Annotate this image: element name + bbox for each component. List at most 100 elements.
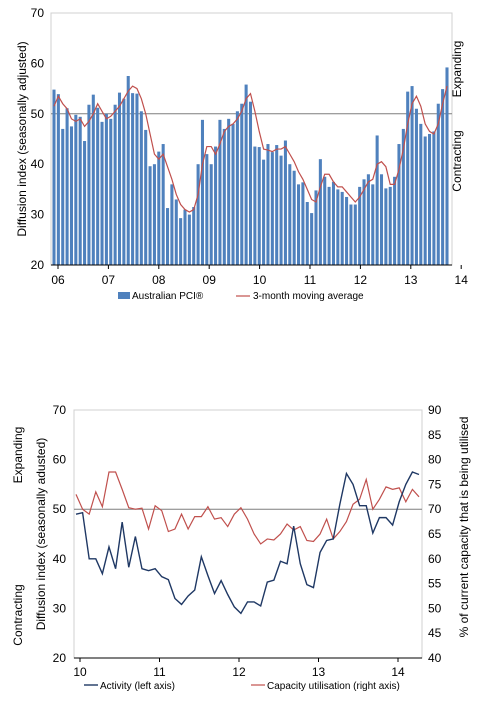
activity-left-tick-labels: 20 30 40 50 60 70 [53,403,67,665]
pci-y-tick-labels: 20 30 40 50 60 70 [31,6,45,272]
activity-line [75,471,420,615]
activity-x-tick: 10 [73,665,87,679]
activity-contracting-label: Contracting [11,584,25,645]
pci-x-tick: 10 [253,273,267,287]
pci-bar [227,118,231,265]
capacity-legend-label: Capacity utilisation (right axis) [267,681,400,692]
pci-bar [214,146,218,265]
pci-y-axis-label: Diffusion index (seasonally adjusted) [15,41,29,236]
pci-bar [349,204,353,265]
pci-legend-bar-label: Australian PCI® [132,291,204,302]
pci-bar [393,176,397,265]
pci-bars [52,67,449,266]
pci-bar [100,121,104,265]
activity-expanding-label: Expanding [11,427,25,484]
pci-bar [122,98,126,266]
activity-right-tick: 80 [428,453,442,467]
pci-bar [231,123,235,265]
activity-x-tick-labels: 10 11 12 13 14 [73,658,405,679]
pci-y-tick: 40 [31,157,45,171]
pci-x-tick: 07 [102,273,116,287]
pci-bar [183,209,187,265]
pci-bar [436,103,440,265]
pci-bar [179,218,183,265]
pci-bar [428,133,432,265]
pci-x-tick: 14 [455,273,469,287]
pci-expanding-label: Expanding [450,41,464,98]
pci-bar [126,76,130,265]
pci-bar [113,104,117,265]
pci-bar [358,186,362,265]
activity-right-tick: 50 [428,601,442,615]
pci-bar [310,213,314,265]
pci-bar [445,67,449,266]
activity-right-tick: 45 [428,626,442,640]
activity-legend-label: Activity (left axis) [100,681,175,692]
pci-bar [397,144,401,265]
pci-x-tick: 09 [203,273,217,287]
pci-y-tick: 60 [31,56,45,70]
pci-bar [379,174,384,265]
pci-bar [336,189,340,265]
pci-bar [262,159,266,265]
pci-bar [301,182,305,265]
pci-y-tick: 50 [31,107,45,121]
pci-bar [109,118,113,265]
pci-bar [87,104,91,265]
pci-y-tick: 70 [31,6,45,20]
pci-legend-bar-swatch [118,292,130,299]
activity-right-tick: 70 [428,502,442,516]
pci-bar [166,208,170,265]
pci-bar [331,181,335,265]
activity-left-tick: 40 [53,552,67,566]
pci-bar [104,113,108,265]
pci-bar [270,152,274,265]
pci-bar [56,94,60,265]
pci-bar [327,186,331,265]
pci-bar [253,146,257,265]
pci-bar [288,164,292,265]
activity-left-tick: 70 [53,403,67,417]
pci-x-tick: 06 [51,273,65,287]
pci-bar [222,128,226,265]
activity-left-tick: 50 [53,502,67,516]
pci-bar [192,207,196,265]
activity-right-tick: 60 [428,552,442,566]
pci-bar [283,140,287,265]
pci-bar [235,111,239,265]
pci-bar [305,202,309,265]
pci-bar [257,147,261,265]
pci-x-tick-labels: 06 07 08 09 10 11 12 13 14 [51,265,468,287]
pci-bar [362,179,366,265]
activity-right-tick-labels: 40 45 50 55 60 65 70 75 80 85 90 [428,403,442,665]
activity-capacity-chart: 20 30 40 50 60 70 40 45 50 55 60 65 70 75 80 85 90 10 11… [11,403,471,692]
pci-bar [91,94,95,266]
pci-bar [161,144,165,265]
pci-bar [384,188,388,265]
pci-bar [74,114,78,265]
pci-y-tick: 20 [31,258,45,272]
pci-bar [345,196,349,265]
pci-contracting-label: Contracting [450,130,464,191]
pci-bar [205,154,209,265]
pci-bar [279,155,283,265]
pci-bar [388,186,392,265]
pci-bar [152,164,156,265]
activity-right-tick: 75 [428,477,442,491]
pci-bar [174,199,178,265]
capacity-utilisation-line [75,471,420,545]
pci-bar [406,91,410,266]
pci-bar [423,136,427,265]
activity-right-tick: 85 [428,428,442,442]
pci-y-tick: 30 [31,208,45,222]
pci-bar [410,86,414,265]
pci-bar [209,164,213,265]
pci-bar [52,89,56,265]
activity-plot-area [73,409,423,659]
pci-bar [340,191,344,265]
pci-legend-line-label: 3-month moving average [253,291,364,302]
activity-right-axis-label: % of current capacity that is being util… [457,417,471,638]
pci-bar [148,166,152,265]
pci-bar [441,89,445,265]
pci-bar [401,128,405,265]
